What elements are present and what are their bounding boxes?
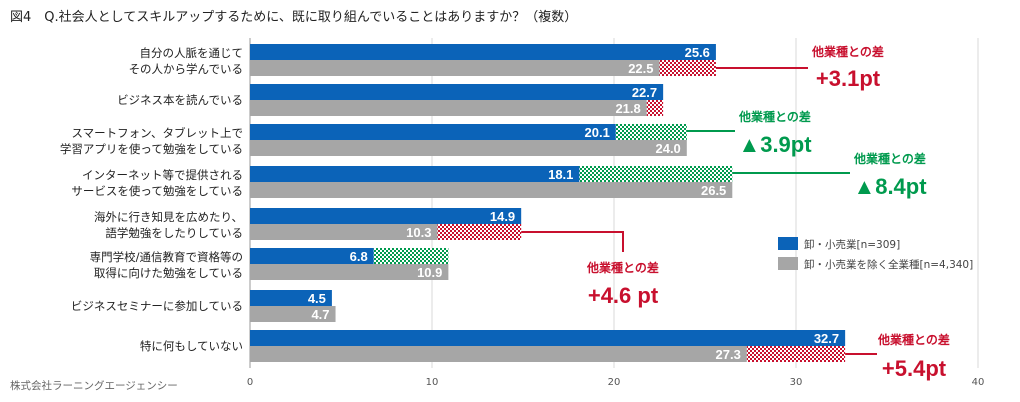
value-label-series2: 27.3	[716, 347, 741, 362]
annotation-connector	[521, 231, 624, 252]
value-label-series2: 4.7	[311, 307, 329, 322]
bar-series2	[250, 264, 449, 280]
bars-layer	[250, 44, 846, 362]
legend-swatch-series2	[778, 257, 798, 270]
chart-title: 図4 Q.社会人としてスキルアップするために、既に取り組んでいることはありますか…	[10, 10, 578, 25]
difference-pattern	[659, 60, 716, 76]
value-label-series1: 18.1	[548, 167, 573, 182]
annotation-value: ▲8.4pt	[853, 174, 927, 199]
bar-series2	[250, 140, 687, 156]
bar-series2	[250, 60, 660, 76]
value-label-series2: 21.8	[615, 101, 640, 116]
bar-series1	[250, 124, 616, 140]
bar-series1	[250, 166, 580, 182]
difference-pattern	[437, 224, 522, 240]
x-tick-label: 30	[790, 377, 803, 388]
value-label-series2: 22.5	[628, 61, 653, 76]
bar-series1	[250, 248, 374, 264]
bar-series2	[250, 346, 747, 362]
bar-series1	[250, 290, 332, 306]
annotation-caption: 他業種との差	[877, 332, 950, 347]
annotation-caption: 他業種との差	[811, 44, 884, 59]
value-label-series1: 22.7	[632, 85, 657, 100]
value-label-series2: 26.5	[701, 183, 726, 198]
difference-pattern	[373, 248, 449, 264]
value-label-series1: 20.1	[585, 125, 610, 140]
value-label-series2: 24.0	[655, 141, 680, 156]
bar-series1	[250, 330, 846, 346]
annotation-caption: 他業種との差	[738, 109, 811, 124]
bar-series2	[250, 224, 438, 240]
value-label-series1: 14.9	[490, 209, 515, 224]
bar-series1	[250, 44, 716, 60]
category-label: 学習アプリを使って勉強をしている	[60, 142, 243, 156]
annotation-value: +3.1pt	[816, 66, 881, 91]
legend-label-series1: 卸・小売業[n=309]	[804, 238, 900, 251]
category-label: 特に何もしていない	[140, 339, 243, 353]
annotation-caption: 他業種との差	[853, 151, 926, 166]
x-tick-label: 20	[608, 377, 621, 388]
category-label: 海外に行き知見を広めたり、	[94, 210, 243, 224]
category-label: 語学勉強をしたりしている	[105, 226, 243, 240]
category-label: 自分の人脈を通じて	[140, 46, 244, 60]
category-label: ビジネス本を読んでいる	[117, 93, 243, 107]
category-label: インターネット等で提供される	[82, 168, 243, 182]
footer-credit: 株式会社ラーニングエージェンシー	[10, 380, 178, 392]
annotation-value: +4.6 pt	[588, 283, 659, 308]
value-label-series1: 6.8	[350, 249, 368, 264]
x-tick-label: 0	[247, 377, 253, 388]
difference-pattern	[615, 124, 687, 140]
value-label-series1: 4.5	[308, 291, 326, 306]
bar-series2	[250, 100, 647, 116]
category-label: ビジネスセミナーに参加している	[71, 299, 243, 313]
value-label-series1: 32.7	[814, 331, 839, 346]
category-label: その人から学んでいる	[129, 62, 243, 76]
category-label: 取得に向けた勉強をしている	[94, 266, 243, 280]
legend: 卸・小売業[n=309] 卸・小売業を除く全業種[n=4,340]	[778, 237, 973, 271]
legend-swatch-series1	[778, 237, 798, 250]
category-label: サービスを使って勉強をしている	[71, 184, 243, 198]
bar-series2	[250, 306, 336, 322]
value-label-series1: 25.6	[685, 45, 710, 60]
category-label: スマートフォン、タブレット上で	[72, 126, 243, 140]
difference-pattern	[579, 166, 733, 182]
x-tick-label: 10	[426, 377, 439, 388]
legend-label-series2: 卸・小売業を除く全業種[n=4,340]	[804, 258, 973, 271]
annotation-value: ▲3.9pt	[738, 132, 812, 157]
category-label: 専門学校/通信教育で資格等の	[90, 250, 243, 264]
difference-pattern	[746, 346, 846, 362]
x-tick-label: 40	[972, 377, 985, 388]
annotation-caption: 他業種との差	[586, 260, 659, 275]
value-label-series2: 10.9	[417, 265, 442, 280]
bar-series1	[250, 208, 522, 224]
value-label-series2: 10.3	[406, 225, 431, 240]
annotation-value: +5.4pt	[882, 356, 947, 381]
annotation-layer: 他業種との差 +3.1pt 他業種との差 ▲3.9pt 他業種との差 ▲8.4pt 他業種と…	[521, 44, 950, 381]
bar-series1	[250, 84, 664, 100]
difference-pattern	[646, 100, 664, 116]
bar-series2	[250, 182, 733, 198]
